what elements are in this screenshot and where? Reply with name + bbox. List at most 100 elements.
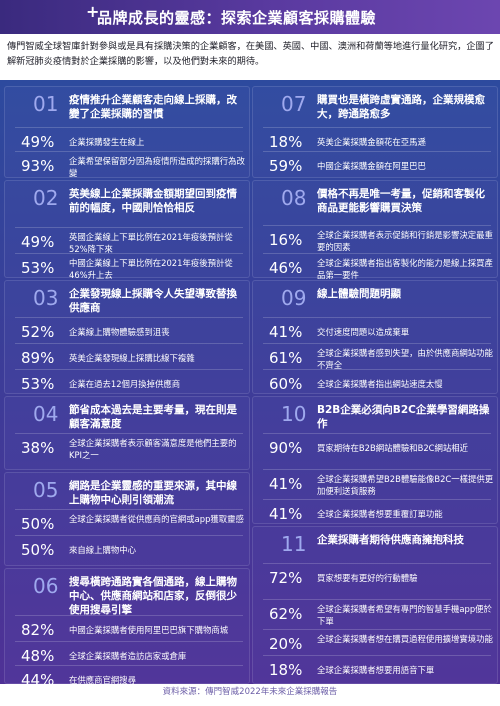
finding-block: 03 企業發現線上採購令人失望導致替換供應商 52% 企業線上購物體驗感到沮喪 89% 英…	[4, 280, 250, 394]
stat-percentage: 20%	[269, 635, 303, 653]
finding-number: 10	[281, 402, 307, 426]
stat-row: 41% 全球企業採購希望B2B體驗能像B2C一樣提供更加便利送貨服務	[253, 469, 497, 499]
plus-icon: +	[86, 2, 100, 21]
stat-percentage: 93%	[21, 157, 55, 175]
stat-row: 18% 全球企業採購者想要用語音下單	[253, 655, 497, 685]
stat-percentage: 49%	[21, 133, 55, 151]
stat-description: 交付速度問題以造成棄單	[317, 327, 410, 337]
stat-row: 16% 全球企業採購者表示促銷和行銷是影響決定最重要的因素	[253, 225, 497, 255]
stat-percentage: 59%	[269, 157, 303, 175]
stat-description: 中國企業採購者使用阿里巴巴旗下購物商城	[69, 625, 229, 635]
stat-row: 59% 中國企業採購金額在阿里巴巴	[253, 151, 497, 181]
stat-description: 企業在過去12個月換掉供應商	[69, 379, 181, 389]
stat-description: 全球企業採購者想在購買過程使用擴增實境功能	[317, 634, 493, 644]
finding-heading: 購買也是橫跨虛實通路，企業規模愈大，跨通路愈多	[317, 94, 485, 120]
stat-percentage: 16%	[269, 231, 303, 249]
stat-percentage: 50%	[21, 515, 55, 533]
finding-block: 05 網路是企業靈感的重要來源，其中線上購物中心則引領潮流 50% 全球企業採購者從供…	[4, 472, 250, 566]
stat-percentage: 41%	[269, 475, 303, 493]
stat-row: 60% 全球企業採購者指出網站速度太慢	[253, 369, 497, 399]
stat-percentage: 48%	[21, 647, 55, 665]
stat-description: 英國企業線上下單比例在2021年疫後預計從52%降下來	[69, 232, 233, 254]
finding-heading: 網路是企業靈感的重要來源，其中線上購物中心則引領潮流	[69, 480, 237, 506]
stat-row: 18% 英美企業採購金額花在亞馬遜	[253, 127, 497, 157]
stat-row: 93% 企業希望保留部分因為疫情所造成的採購行為改變	[5, 151, 249, 181]
finding-number: 08	[281, 186, 307, 210]
findings-panel: 01 疫情推升企業顧客走向線上採購，改變了企業採購的習慣 49% 企業採購發生在線上 9…	[0, 80, 500, 688]
stat-divider	[263, 369, 491, 370]
stat-row: 50% 來自線上購物中心	[5, 535, 249, 565]
stat-divider	[263, 343, 491, 344]
finding-heading: 英美線上企業採購金額期望回到疫情前的幅度，中國則恰恰相反	[69, 188, 237, 214]
finding-number: 02	[33, 186, 59, 210]
stat-row: 38% 全球企業採購者表示顧客滿意度是他們主要的KPI之一	[5, 433, 249, 463]
stat-divider	[263, 499, 491, 500]
finding-block: 04 節省成本過去是主要考量，現在則是顧客滿意度 38% 全球企業採購者表示顧客滿意度…	[4, 396, 250, 470]
stat-divider	[263, 469, 491, 470]
stat-divider	[15, 509, 243, 510]
stat-percentage: 50%	[21, 541, 55, 559]
stat-description: 企業線上購物體驗感到沮喪	[69, 327, 170, 337]
stat-row: 44% 在供應商官網搜尋	[5, 665, 249, 695]
stat-divider	[15, 535, 243, 536]
finding-number: 04	[33, 402, 59, 426]
page-header: + 品牌成長的靈感：探索企業顧客採購體驗	[0, 0, 500, 34]
stat-description: 全球企業採購者表示顧客滿意度是他們主要的KPI之一	[69, 438, 237, 460]
finding-number: 11	[281, 532, 307, 556]
stat-description: 企業採購發生在線上	[69, 137, 145, 147]
stat-description: 全球企業採購者指出客製化的能力是線上採買產品第一要件	[317, 258, 493, 280]
stat-percentage: 60%	[269, 375, 303, 393]
stat-description: 買家期待在B2B網站體驗和B2C網站相近	[317, 443, 468, 453]
finding-heading: 搜尋橫跨通路實各個通路，線上購物中心、供應商網站和店家，反倒很少使用搜尋引擎	[69, 576, 237, 616]
finding-number: 07	[281, 92, 307, 116]
stat-divider	[15, 127, 243, 128]
stat-row: 61% 全球企業採購者感到失望，由於供應商網站功能不齊全	[253, 343, 497, 373]
stat-divider	[263, 599, 491, 600]
stat-divider	[15, 641, 243, 642]
finding-heading: 企業採購者期待供應商擁抱科技	[317, 534, 464, 546]
stat-percentage: 46%	[269, 259, 303, 277]
stat-percentage: 38%	[21, 439, 55, 457]
stat-description: 買家想要有更好的行動體驗	[317, 573, 418, 583]
stat-row: 62% 全球企業採購者希望有專門的智慧手機app便於下單	[253, 599, 497, 629]
stat-percentage: 52%	[21, 323, 55, 341]
stat-row: 82% 中國企業採購者使用阿里巴巴旗下購物商城	[5, 615, 249, 645]
stat-percentage: 44%	[21, 671, 55, 689]
stat-row: 53% 企業在過去12個月換掉供應商	[5, 369, 249, 399]
finding-block: 09 線上體驗問題明顯 41% 交付速度問題以造成棄單 61% 全球企業採購者感到失望，由…	[252, 280, 498, 394]
finding-block: 07 購買也是橫跨虛實通路，企業規模愈大，跨通路愈多 18% 英美企業採購金額花在亞馬…	[252, 86, 498, 178]
stat-percentage: 82%	[21, 621, 55, 639]
stat-description: 全球企業採購者想要重覆訂單功能	[317, 509, 443, 519]
stat-row: 53% 中國企業線上下單比例在2021年疫後預計從46%升上去	[5, 253, 249, 283]
finding-number: 03	[33, 286, 59, 310]
finding-number: 01	[33, 92, 59, 116]
finding-number: 09	[281, 286, 307, 310]
finding-block: 06 搜尋橫跨通路實各個通路，線上購物中心、供應商網站和店家，反倒很少使用搜尋引擎…	[4, 568, 250, 688]
finding-block: 11 企業採購者期待供應商擁抱科技 72% 買家想要有更好的行動體驗 62% 全球企業採購…	[252, 526, 498, 684]
source-footer: 資料來源：傳門智威2022年未來企業採購報告	[162, 687, 338, 697]
stat-description: 中國企業線上下單比例在2021年疫後預計從46%升上去	[69, 258, 233, 280]
stat-divider	[263, 317, 491, 318]
stat-row: 41% 交付速度問題以造成棄單	[253, 317, 497, 347]
finding-heading: 節省成本過去是主要考量，現在則是顧客滿意度	[69, 404, 237, 430]
stat-divider	[263, 433, 491, 434]
stat-percentage: 89%	[21, 349, 55, 367]
stat-description: 英美企業發現線上採購比線下複雜	[69, 353, 195, 363]
stat-percentage: 49%	[21, 233, 55, 251]
stat-description: 全球企業採購者指出網站速度太慢	[317, 379, 443, 389]
stat-divider	[15, 253, 243, 254]
finding-number: 06	[33, 574, 59, 598]
stat-description: 來自線上購物中心	[69, 545, 136, 555]
stat-row: 49% 企業採購發生在線上	[5, 127, 249, 157]
stat-percentage: 62%	[269, 605, 303, 623]
stat-description: 全球企業採購者想要用語音下單	[317, 665, 435, 675]
stat-row: 46% 全球企業採購者指出客製化的能力是線上採買產品第一要件	[253, 253, 497, 283]
stat-description: 企業希望保留部分因為疫情所造成的採購行為改變	[69, 156, 245, 178]
stat-divider	[263, 127, 491, 128]
stat-divider	[263, 563, 491, 564]
finding-number: 05	[33, 478, 59, 502]
stat-percentage: 41%	[269, 505, 303, 523]
stat-row: 52% 企業線上購物體驗感到沮喪	[5, 317, 249, 347]
intro-paragraph: 傳門智威全球智庫針對參與或是具有採購決策的企業顧客，在美國、英國、中國、澳洲和荷…	[7, 41, 494, 67]
stat-divider	[15, 343, 243, 344]
